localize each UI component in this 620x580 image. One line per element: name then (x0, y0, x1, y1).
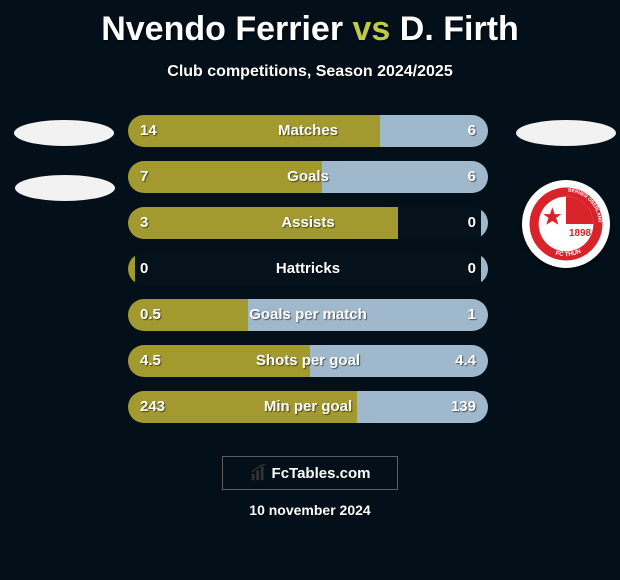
brand-label: FcTables.com (272, 465, 371, 482)
stat-label: Shots per goal (128, 345, 488, 377)
stat-label: Hattricks (128, 253, 488, 285)
player2-club-badge-2: 1898 BERNER OBERLAND FC THUN (522, 180, 612, 268)
stat-row: 4.54.4Shots per goal (128, 345, 488, 377)
founded-year: 1898 (569, 228, 591, 239)
stat-row: 0.51Goals per match (128, 299, 488, 331)
player1-club-badge-2 (15, 175, 105, 201)
ellipse-icon (14, 120, 114, 146)
page-title: Nvendo Ferrier vs D. Firth (0, 0, 620, 49)
stat-bars: 146Matches 76Goals 30Assists 00Hattricks 0.5… (128, 115, 488, 437)
stat-label: Goals per match (128, 299, 488, 331)
stat-row: 00Hattricks (128, 253, 488, 285)
comparison-chart: 1898 BERNER OBERLAND FC THUN 146Matches 7… (0, 115, 620, 445)
footer-date: 10 november 2024 (0, 502, 620, 518)
fc-thun-badge: 1898 BERNER OBERLAND FC THUN (522, 180, 610, 268)
player1-club-badge-1 (14, 120, 104, 146)
stat-label: Goals (128, 161, 488, 193)
stat-row: 76Goals (128, 161, 488, 193)
chart-icon (250, 464, 268, 482)
ellipse-icon (15, 175, 115, 201)
stat-label: Matches (128, 115, 488, 147)
club-crest-icon: 1898 BERNER OBERLAND FC THUN (528, 186, 604, 262)
brand-box: FcTables.com (222, 456, 398, 490)
vs-label: vs (353, 10, 391, 48)
stat-row: 243139Min per goal (128, 391, 488, 423)
player1-name: Nvendo Ferrier (101, 10, 343, 48)
stat-row: 146Matches (128, 115, 488, 147)
ellipse-icon (516, 120, 616, 146)
stat-row: 30Assists (128, 207, 488, 239)
player2-club-badge-1 (516, 120, 606, 146)
subtitle: Club competitions, Season 2024/2025 (0, 63, 620, 81)
stat-label: Min per goal (128, 391, 488, 423)
stat-label: Assists (128, 207, 488, 239)
player2-name: D. Firth (400, 10, 519, 48)
